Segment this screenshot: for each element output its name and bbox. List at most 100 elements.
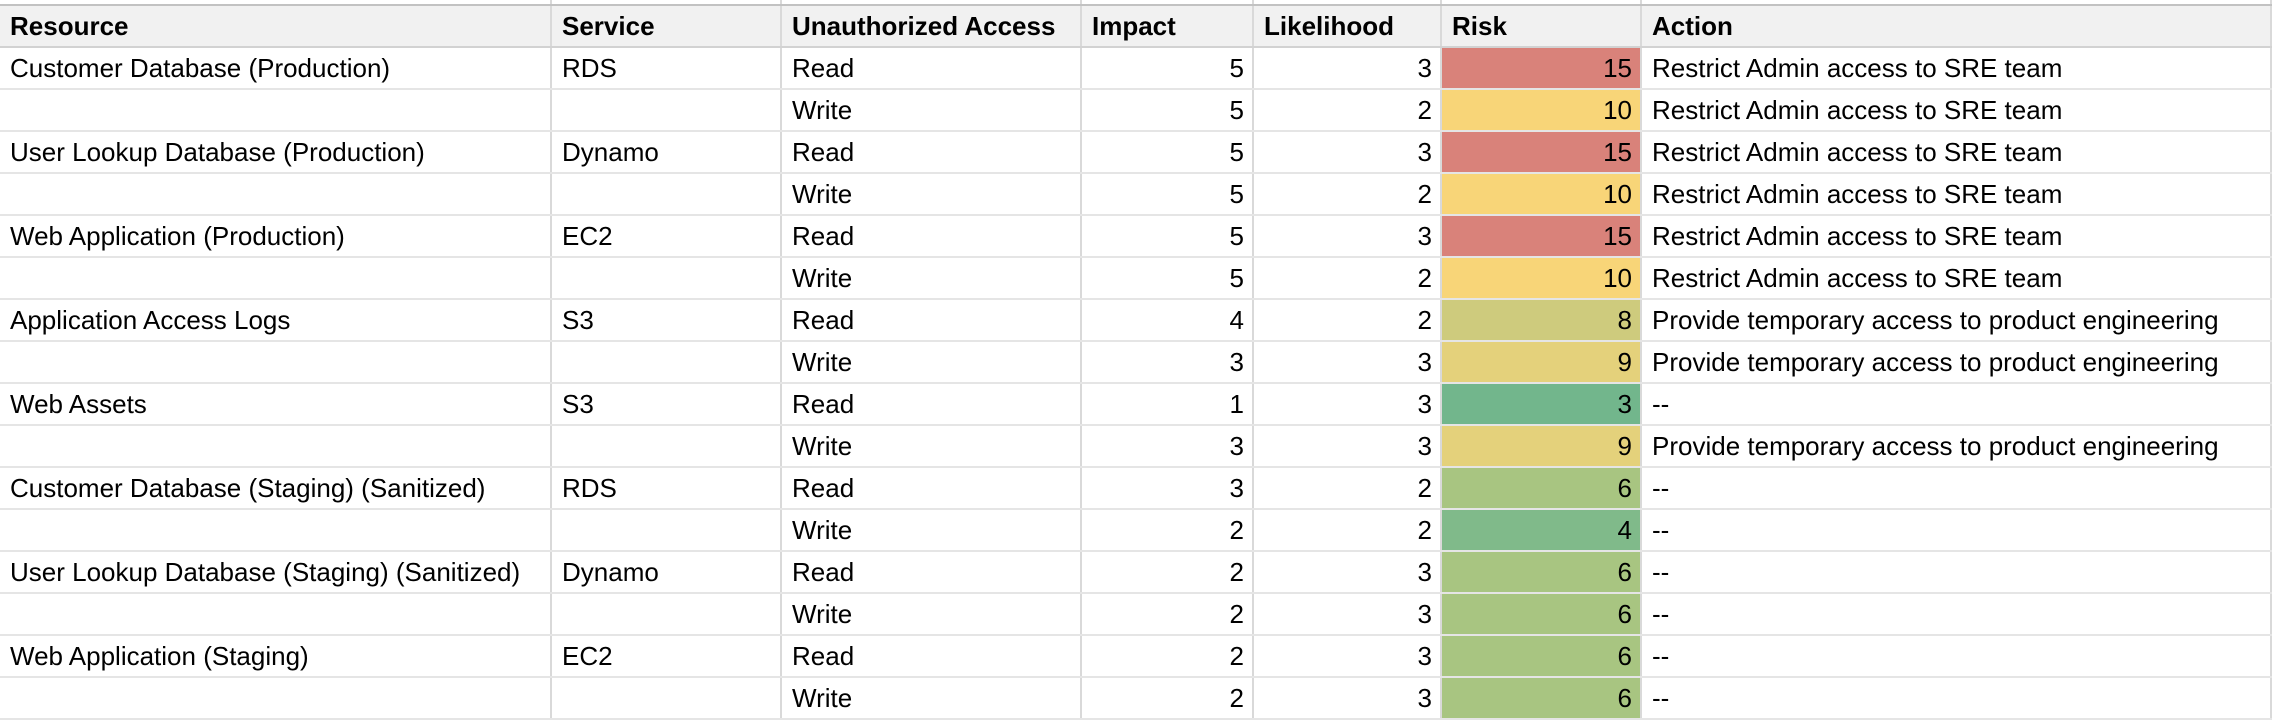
cell-likelihood[interactable]: 3 [1253, 425, 1442, 468]
column-header-action[interactable]: Action [1641, 5, 2272, 48]
cell-service[interactable]: Dynamo [551, 551, 782, 594]
cell-risk[interactable]: 6 [1441, 551, 1642, 594]
cell-action[interactable]: -- [1641, 383, 2272, 426]
cell-impact[interactable]: 5 [1081, 257, 1254, 300]
cell-access[interactable]: Read [781, 215, 1082, 258]
cell-access[interactable]: Write [781, 425, 1082, 468]
cell-likelihood[interactable]: 3 [1253, 677, 1442, 720]
cell-impact[interactable]: 2 [1081, 509, 1254, 552]
cell-resource[interactable] [0, 341, 552, 384]
cell-impact[interactable]: 1 [1081, 383, 1254, 426]
cell-risk[interactable]: 15 [1441, 131, 1642, 174]
cell-resource[interactable] [0, 593, 552, 636]
cell-risk[interactable]: 10 [1441, 173, 1642, 216]
cell-action[interactable]: Provide temporary access to product engi… [1641, 341, 2272, 384]
cell-action[interactable]: -- [1641, 593, 2272, 636]
cell-access[interactable]: Write [781, 257, 1082, 300]
cell-risk[interactable]: 4 [1441, 509, 1642, 552]
cell-likelihood[interactable]: 3 [1253, 341, 1442, 384]
cell-action[interactable]: Restrict Admin access to SRE team [1641, 257, 2272, 300]
cell-access[interactable]: Write [781, 89, 1082, 132]
cell-resource[interactable]: User Lookup Database (Production) [0, 131, 552, 174]
cell-resource[interactable]: Customer Database (Production) [0, 47, 552, 90]
cell-service[interactable] [551, 677, 782, 720]
cell-resource[interactable]: Web Application (Staging) [0, 635, 552, 678]
cell-access[interactable]: Read [781, 299, 1082, 342]
cell-risk[interactable]: 3 [1441, 383, 1642, 426]
cell-resource[interactable]: Application Access Logs [0, 299, 552, 342]
cell-risk[interactable]: 9 [1441, 341, 1642, 384]
cell-service[interactable] [551, 257, 782, 300]
cell-impact[interactable]: 5 [1081, 215, 1254, 258]
cell-likelihood[interactable]: 2 [1253, 257, 1442, 300]
cell-action[interactable]: -- [1641, 677, 2272, 720]
cell-service[interactable] [551, 89, 782, 132]
cell-resource[interactable]: User Lookup Database (Staging) (Sanitize… [0, 551, 552, 594]
cell-risk[interactable]: 15 [1441, 215, 1642, 258]
cell-likelihood[interactable]: 3 [1253, 383, 1442, 426]
cell-risk[interactable]: 6 [1441, 635, 1642, 678]
cell-action[interactable]: Restrict Admin access to SRE team [1641, 173, 2272, 216]
cell-service[interactable] [551, 341, 782, 384]
cell-service[interactable] [551, 425, 782, 468]
cell-risk[interactable]: 6 [1441, 467, 1642, 510]
cell-access[interactable]: Read [781, 551, 1082, 594]
cell-impact[interactable]: 3 [1081, 341, 1254, 384]
cell-impact[interactable]: 5 [1081, 131, 1254, 174]
cell-risk[interactable]: 6 [1441, 593, 1642, 636]
cell-risk[interactable]: 6 [1441, 677, 1642, 720]
cell-impact[interactable]: 5 [1081, 173, 1254, 216]
cell-service[interactable]: RDS [551, 47, 782, 90]
cell-access[interactable]: Write [781, 677, 1082, 720]
cell-service[interactable] [551, 173, 782, 216]
cell-likelihood[interactable]: 2 [1253, 509, 1442, 552]
column-header-likelihood[interactable]: Likelihood [1253, 5, 1442, 48]
cell-likelihood[interactable]: 2 [1253, 173, 1442, 216]
cell-likelihood[interactable]: 2 [1253, 299, 1442, 342]
cell-impact[interactable]: 2 [1081, 677, 1254, 720]
cell-action[interactable]: Provide temporary access to product engi… [1641, 425, 2272, 468]
cell-action[interactable]: -- [1641, 551, 2272, 594]
cell-resource[interactable] [0, 173, 552, 216]
cell-resource[interactable] [0, 677, 552, 720]
cell-likelihood[interactable]: 3 [1253, 47, 1442, 90]
cell-service[interactable]: Dynamo [551, 131, 782, 174]
column-header-resource[interactable]: Resource [0, 5, 552, 48]
cell-access[interactable]: Read [781, 131, 1082, 174]
cell-likelihood[interactable]: 3 [1253, 215, 1442, 258]
cell-access[interactable]: Read [781, 383, 1082, 426]
cell-service[interactable] [551, 509, 782, 552]
column-header-access[interactable]: Unauthorized Access [781, 5, 1082, 48]
cell-service[interactable]: EC2 [551, 635, 782, 678]
cell-resource[interactable] [0, 425, 552, 468]
cell-action[interactable]: Restrict Admin access to SRE team [1641, 215, 2272, 258]
cell-risk[interactable]: 8 [1441, 299, 1642, 342]
cell-service[interactable]: S3 [551, 383, 782, 426]
cell-service[interactable]: S3 [551, 299, 782, 342]
cell-impact[interactable]: 2 [1081, 593, 1254, 636]
cell-impact[interactable]: 5 [1081, 89, 1254, 132]
cell-access[interactable]: Write [781, 593, 1082, 636]
cell-resource[interactable]: Web Assets [0, 383, 552, 426]
cell-action[interactable]: -- [1641, 467, 2272, 510]
cell-likelihood[interactable]: 3 [1253, 593, 1442, 636]
cell-likelihood[interactable]: 2 [1253, 467, 1442, 510]
cell-service[interactable]: EC2 [551, 215, 782, 258]
cell-resource[interactable]: Customer Database (Staging) (Sanitized) [0, 467, 552, 510]
cell-impact[interactable]: 2 [1081, 635, 1254, 678]
cell-action[interactable]: Restrict Admin access to SRE team [1641, 89, 2272, 132]
cell-action[interactable]: Restrict Admin access to SRE team [1641, 131, 2272, 174]
cell-action[interactable]: Provide temporary access to product engi… [1641, 299, 2272, 342]
cell-risk[interactable]: 15 [1441, 47, 1642, 90]
column-header-impact[interactable]: Impact [1081, 5, 1254, 48]
cell-impact[interactable]: 2 [1081, 551, 1254, 594]
cell-access[interactable]: Write [781, 173, 1082, 216]
column-header-risk[interactable]: Risk [1441, 5, 1642, 48]
cell-access[interactable]: Write [781, 509, 1082, 552]
cell-access[interactable]: Write [781, 341, 1082, 384]
cell-action[interactable]: -- [1641, 509, 2272, 552]
cell-impact[interactable]: 4 [1081, 299, 1254, 342]
cell-likelihood[interactable]: 2 [1253, 89, 1442, 132]
cell-impact[interactable]: 3 [1081, 467, 1254, 510]
cell-service[interactable]: RDS [551, 467, 782, 510]
